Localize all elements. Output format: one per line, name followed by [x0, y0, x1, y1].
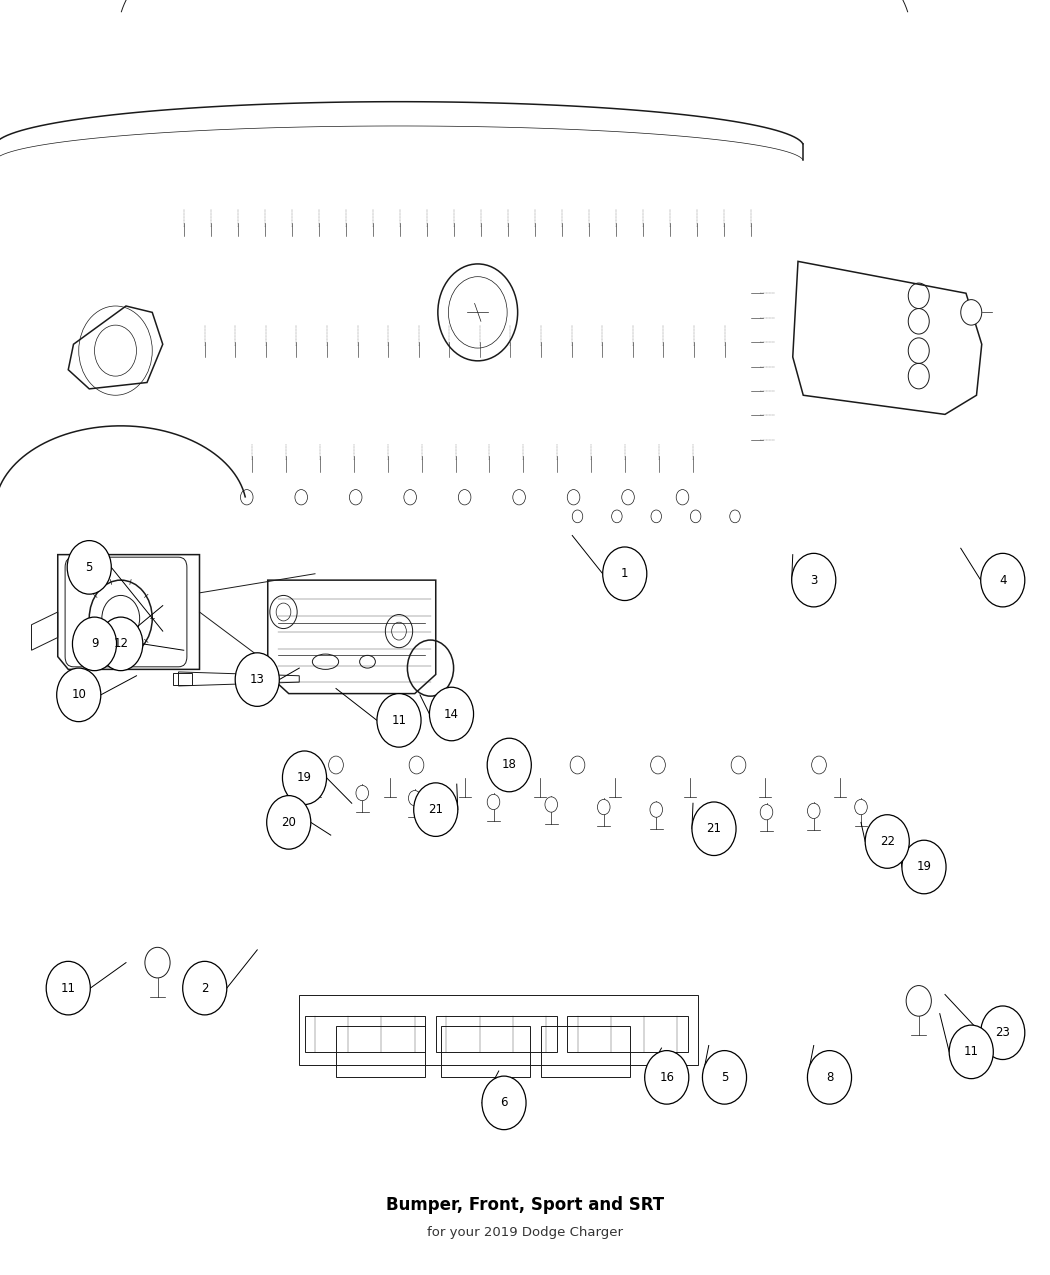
Circle shape	[906, 986, 931, 1016]
Text: 12: 12	[113, 638, 128, 650]
Circle shape	[235, 653, 279, 706]
Circle shape	[702, 1051, 747, 1104]
Circle shape	[981, 1006, 1025, 1060]
Circle shape	[282, 751, 327, 805]
Text: 21: 21	[428, 803, 443, 816]
Circle shape	[414, 783, 458, 836]
Text: 13: 13	[250, 673, 265, 686]
Text: 19: 19	[297, 771, 312, 784]
Text: 8: 8	[825, 1071, 834, 1084]
Circle shape	[702, 805, 715, 820]
Circle shape	[67, 541, 111, 594]
Circle shape	[865, 815, 909, 868]
Text: 6: 6	[500, 1096, 508, 1109]
Text: 20: 20	[281, 816, 296, 829]
Text: 18: 18	[502, 759, 517, 771]
Text: 2: 2	[201, 982, 209, 994]
Circle shape	[487, 738, 531, 792]
Text: 23: 23	[995, 1026, 1010, 1039]
Circle shape	[855, 799, 867, 815]
Circle shape	[267, 796, 311, 849]
Circle shape	[545, 797, 558, 812]
Circle shape	[145, 947, 170, 978]
Circle shape	[807, 1051, 852, 1104]
Text: 19: 19	[917, 861, 931, 873]
Text: 11: 11	[61, 982, 76, 994]
Circle shape	[949, 1025, 993, 1079]
Circle shape	[760, 805, 773, 820]
Text: 5: 5	[85, 561, 93, 574]
Text: 4: 4	[999, 574, 1007, 586]
Circle shape	[46, 961, 90, 1015]
Circle shape	[645, 1051, 689, 1104]
Text: 1: 1	[621, 567, 629, 580]
Text: for your 2019 Dodge Charger: for your 2019 Dodge Charger	[427, 1227, 623, 1239]
Circle shape	[377, 694, 421, 747]
Text: Bumper, Front, Sport and SRT: Bumper, Front, Sport and SRT	[386, 1196, 664, 1214]
Circle shape	[807, 803, 820, 819]
Circle shape	[902, 840, 946, 894]
Text: 14: 14	[444, 708, 459, 720]
Text: 5: 5	[720, 1071, 729, 1084]
Circle shape	[692, 802, 736, 856]
Circle shape	[961, 300, 982, 325]
Circle shape	[603, 547, 647, 601]
Text: 16: 16	[659, 1071, 674, 1084]
Circle shape	[356, 785, 369, 801]
Circle shape	[429, 687, 474, 741]
Text: 9: 9	[90, 638, 99, 650]
Circle shape	[183, 961, 227, 1015]
Text: 21: 21	[707, 822, 721, 835]
Circle shape	[72, 617, 117, 671]
Circle shape	[981, 553, 1025, 607]
Circle shape	[650, 802, 663, 817]
Circle shape	[408, 790, 421, 806]
Circle shape	[482, 1076, 526, 1130]
Text: 10: 10	[71, 688, 86, 701]
Text: 11: 11	[964, 1046, 979, 1058]
Text: 3: 3	[810, 574, 818, 586]
Circle shape	[57, 668, 101, 722]
Circle shape	[597, 799, 610, 815]
Circle shape	[487, 794, 500, 810]
Circle shape	[99, 617, 143, 671]
Text: 22: 22	[880, 835, 895, 848]
Text: 11: 11	[392, 714, 406, 727]
Circle shape	[792, 553, 836, 607]
